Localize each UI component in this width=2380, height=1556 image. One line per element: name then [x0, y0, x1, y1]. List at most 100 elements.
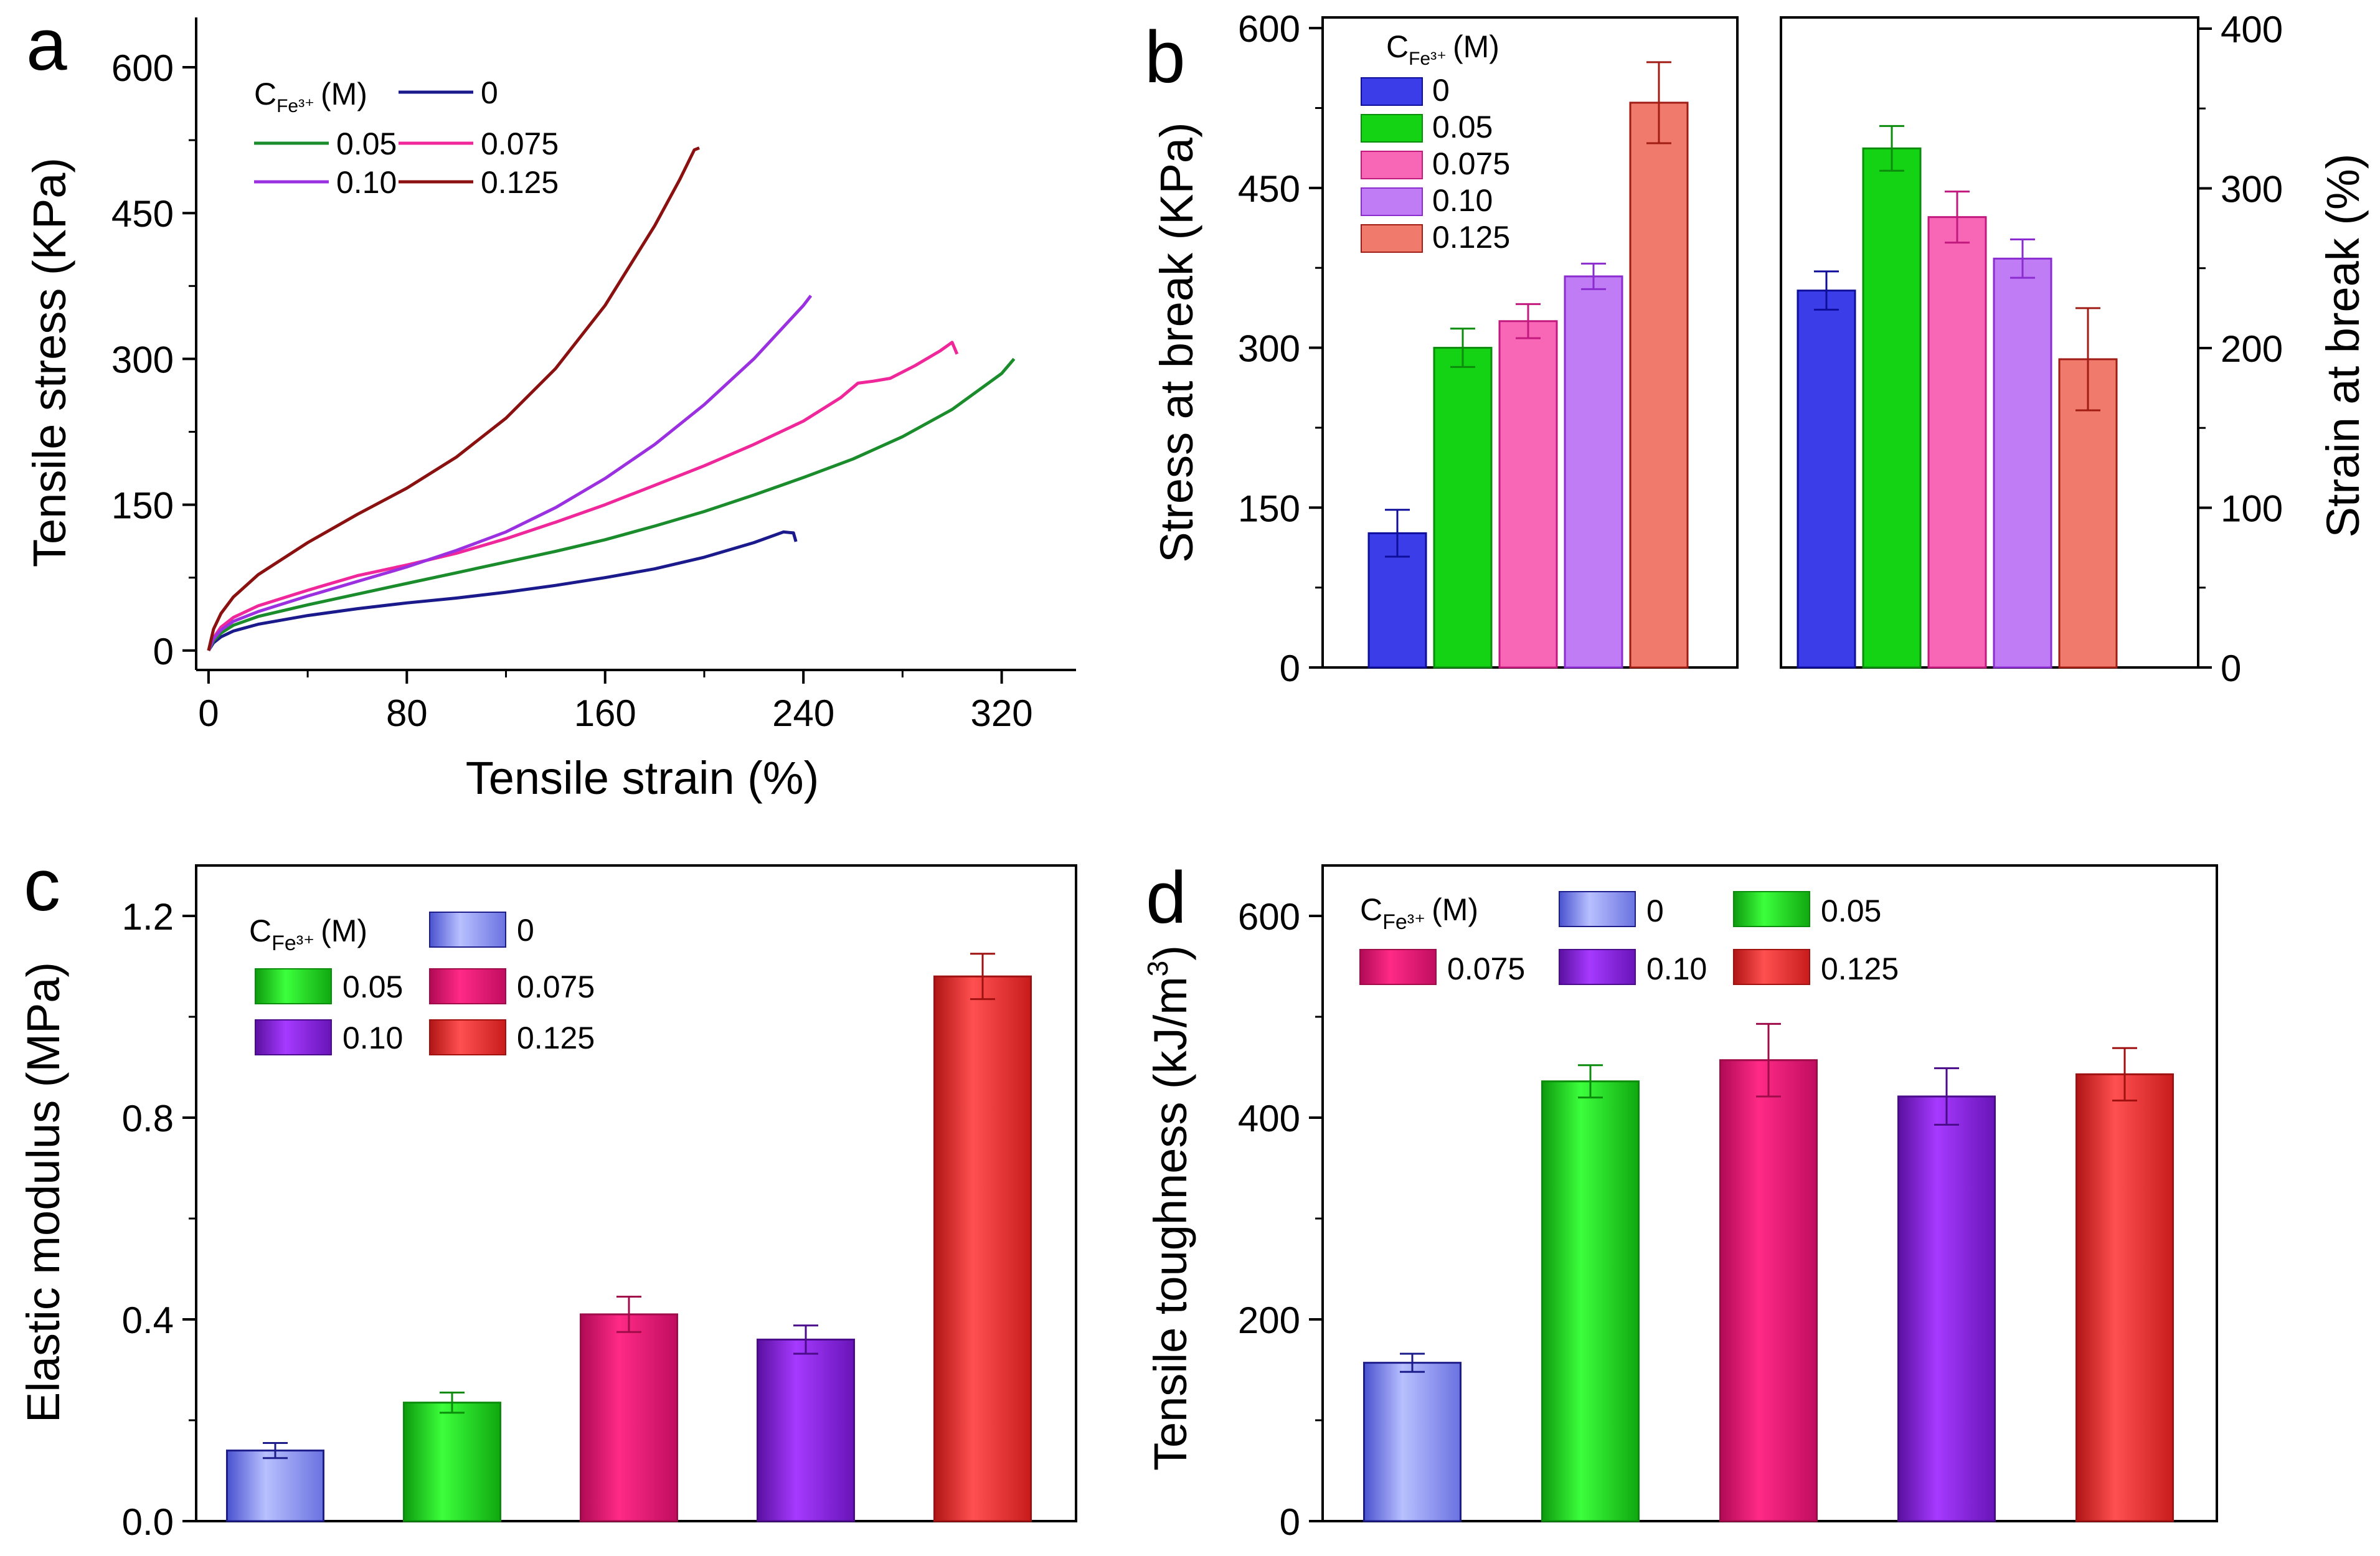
bar-0.05	[1433, 347, 1493, 669]
legend-label: 0	[517, 913, 534, 948]
x-tick-label: 320	[971, 692, 1033, 734]
bar-0.075	[1927, 216, 1987, 669]
legend-swatch-0.05	[1361, 114, 1423, 143]
legend-title: CFe³⁺ (M)	[249, 913, 367, 955]
panel-c-modulus-chart: 0.0 0.4 0.8 1.2 Elastic modulus (MPa) CFe³⁺ (M…	[17, 864, 1077, 1543]
y-axis-title: Stress at break (KPa)	[1151, 122, 1202, 562]
y-axis-title-main: Tensile toughness (kJ/m	[1145, 976, 1196, 1471]
legend-title-c: C	[249, 913, 272, 948]
bar-0.125	[1629, 101, 1689, 669]
y-tick-label: 0	[153, 631, 174, 672]
y-axis-title: Elastic modulus (MPa)	[17, 962, 69, 1423]
legend-title-c: C	[1360, 892, 1382, 927]
y-tick-label: 400	[1238, 1098, 1300, 1139]
legend-swatch-0.05	[1733, 891, 1810, 927]
x-tick-label: 80	[386, 692, 428, 734]
panel-b-strain-chart: 0 100 200 300 400 Strain at break (%)	[1780, 9, 2369, 689]
bar-0.05	[403, 1402, 501, 1522]
legend-label: 0.075	[517, 969, 595, 1004]
y-axis-title: Tensile toughness (kJ/m3)	[1141, 945, 1196, 1471]
series-line-0	[207, 530, 798, 652]
y-tick-label: 300	[2221, 168, 2283, 210]
y-tick-label: 150	[111, 485, 174, 527]
bar-0	[1367, 532, 1427, 669]
legend-title-sub: Fe³⁺	[1382, 910, 1425, 934]
legend-title-c: C	[254, 77, 276, 111]
series-line-0.075	[207, 341, 959, 651]
legend-swatch-0.075	[1361, 151, 1423, 179]
legend-title: CFe³⁺ (M)	[1386, 29, 1499, 69]
y-tick-label: 1.2	[122, 896, 174, 938]
y-tick-label: 450	[111, 193, 174, 235]
legend-label: 0.125	[1432, 220, 1510, 255]
legend-title-unit: (M)	[1432, 892, 1478, 927]
plot-frame	[1780, 16, 2199, 669]
series-line-0.10	[207, 295, 813, 651]
legend-title-unit: (M)	[321, 77, 367, 111]
panel-letter-a: a	[26, 4, 67, 86]
panel-d-toughness-chart: 0 200 400 600 Tensile toughness (kJ/m3) CFe³⁺…	[1141, 864, 2218, 1543]
legend-label: 0.05	[342, 969, 403, 1004]
legend-swatch-0.075	[429, 968, 506, 1004]
legend-title-unit: (M)	[1453, 29, 1499, 64]
y-tick-label: 0.0	[122, 1501, 174, 1543]
legend-label: 0	[481, 75, 498, 110]
x-axis-title: Tensile strain (%)	[466, 752, 819, 804]
y-tick-label: 600	[1238, 896, 1300, 938]
panel-a-line-chart: 0 80 160 240 320 0 150 300 450 600 Tensile strain …	[24, 17, 1076, 804]
bar-0	[226, 1450, 324, 1522]
bar-0.10	[1993, 257, 2052, 669]
y-tick-label: 0	[1280, 1501, 1300, 1543]
bar-0.125	[2075, 1073, 2174, 1522]
bar-0.10	[757, 1338, 855, 1522]
bar-0	[1797, 290, 1856, 669]
legend-swatch-0	[429, 912, 506, 948]
y-tick-label: 150	[1238, 488, 1300, 529]
bar-0.05	[1862, 147, 1922, 669]
x-tick-label: 240	[772, 692, 834, 734]
bar-0.125	[933, 975, 1032, 1522]
bar-0.075	[1498, 320, 1558, 669]
bar-0.075	[580, 1313, 678, 1522]
legend-label: 0.075	[1447, 951, 1525, 986]
legend-swatch-0.10	[1361, 187, 1423, 216]
y-tick-label: 300	[1238, 328, 1300, 370]
y-tick-label: 600	[111, 47, 174, 89]
y-axis-title-sup: 3	[1141, 961, 1174, 977]
legend-swatch-0	[1559, 891, 1636, 927]
y-axis-title: Strain at break (%)	[2317, 154, 2369, 538]
legend-swatch-0.05	[255, 968, 332, 1004]
bar-0	[1363, 1362, 1462, 1522]
legend-swatch-0.10	[255, 1019, 332, 1055]
legend-label: 0	[1646, 894, 1664, 928]
y-tick-label: 0	[2221, 648, 2241, 689]
panel-letter-b: b	[1145, 16, 1186, 98]
y-tick-label: 0.8	[122, 1098, 174, 1139]
y-axis-title: Tensile stress (KPa)	[24, 158, 75, 567]
legend-swatch-0.10	[1559, 949, 1636, 985]
y-tick-label: 100	[2221, 488, 2283, 529]
legend-label: 0.10	[336, 165, 397, 200]
legend-label: 0	[1432, 73, 1450, 108]
panel-letter-d: d	[1146, 857, 1187, 939]
legend-label: 0.05	[336, 126, 397, 161]
panel-b-stress-chart: 0 150 300 450 600 Stress at break (KPa) CFe³⁺ (…	[1151, 8, 1739, 689]
legend-label: 0.10	[1432, 183, 1493, 218]
legend-swatch-0	[1361, 77, 1423, 106]
legend-label: 0.075	[481, 126, 559, 161]
legend-title-sub: Fe³⁺	[276, 96, 314, 116]
legend-label: 0.125	[517, 1021, 595, 1055]
y-axis-title-end: )	[1145, 945, 1196, 961]
legend-label: 0.05	[1821, 894, 1881, 928]
legend-title-c: C	[1386, 29, 1409, 64]
legend-label: 0.125	[481, 165, 559, 200]
bar-0.05	[1541, 1080, 1640, 1522]
legend-label: 0.125	[1821, 951, 1899, 986]
x-tick-label: 0	[198, 692, 219, 734]
y-tick-label: 600	[1238, 8, 1300, 50]
series-line-0.05	[207, 357, 1016, 651]
legend-label: 0.05	[1432, 110, 1493, 144]
y-tick-label: 300	[111, 339, 174, 380]
y-tick-label: 0	[1280, 648, 1300, 689]
series-line-0.125	[207, 146, 700, 651]
